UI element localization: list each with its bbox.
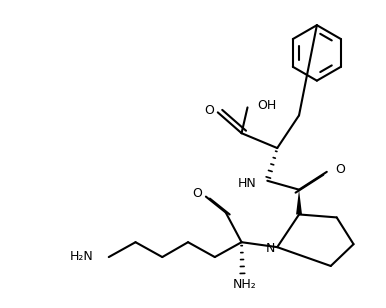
Text: O: O bbox=[192, 187, 202, 200]
Text: OH: OH bbox=[257, 99, 277, 112]
Text: H₂N: H₂N bbox=[70, 249, 94, 263]
Text: NH₂: NH₂ bbox=[233, 278, 256, 291]
Text: N: N bbox=[266, 242, 275, 255]
Polygon shape bbox=[296, 190, 302, 214]
Text: HN: HN bbox=[238, 177, 256, 190]
Text: O: O bbox=[336, 163, 345, 176]
Text: O: O bbox=[204, 104, 214, 117]
